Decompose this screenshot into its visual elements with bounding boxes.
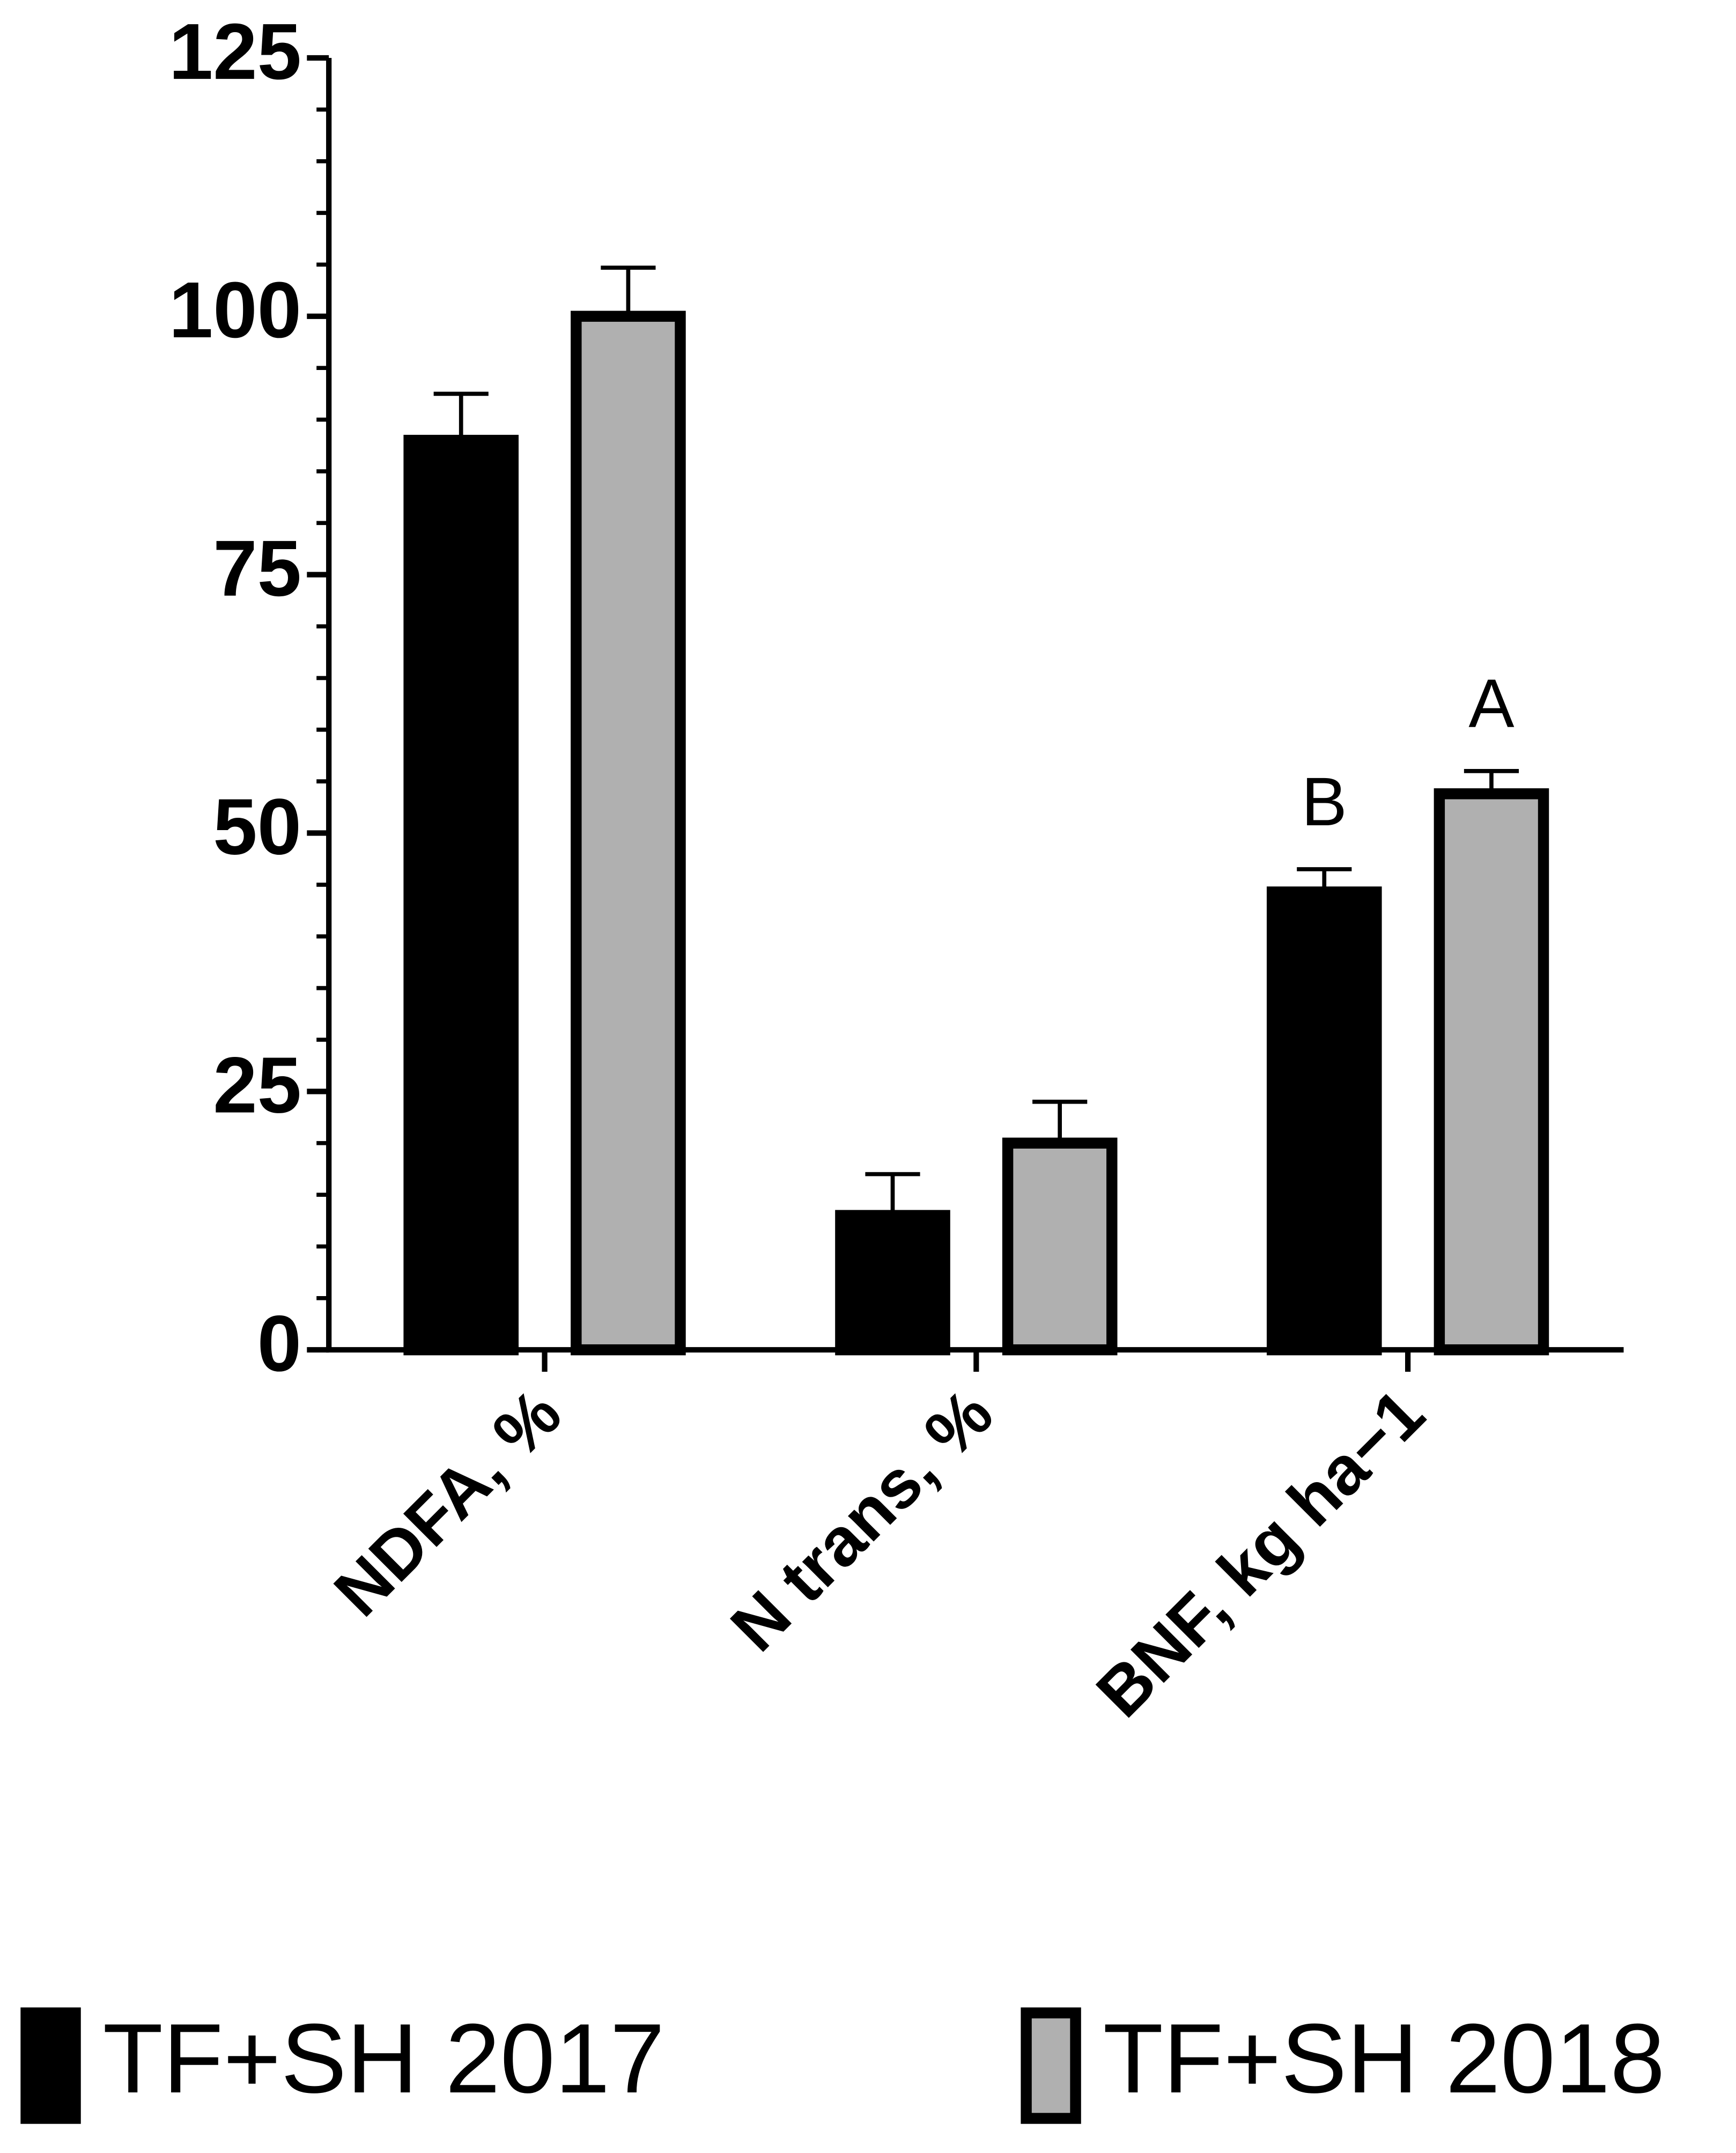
significance-letter: A xyxy=(1468,665,1514,742)
legend-label: TF+SH 2017 xyxy=(103,2003,665,2113)
y-tick-label: 0 xyxy=(257,1299,301,1388)
bar xyxy=(571,310,686,1356)
y-tick-label: 25 xyxy=(213,1041,301,1129)
legend-swatch xyxy=(1021,2007,1081,2124)
legend-label: TF+SH 2018 xyxy=(1103,2003,1665,2113)
y-tick-label: 125 xyxy=(169,8,301,96)
x-tick-label: NDFA, % xyxy=(320,1375,575,1631)
x-tick-label: N trans, % xyxy=(716,1375,1008,1666)
x-tick-label: BNF, kg ha−1 xyxy=(1082,1375,1439,1732)
y-tick-label: 75 xyxy=(213,524,301,613)
y-tick-label: 100 xyxy=(169,266,301,354)
legend-swatch xyxy=(20,2007,81,2124)
bar xyxy=(835,1210,950,1356)
bar xyxy=(1266,886,1382,1356)
significance-letter: B xyxy=(1302,764,1347,840)
bar xyxy=(1002,1137,1118,1356)
bar xyxy=(1434,788,1549,1356)
bar xyxy=(403,434,519,1356)
y-tick-label: 50 xyxy=(213,783,301,871)
